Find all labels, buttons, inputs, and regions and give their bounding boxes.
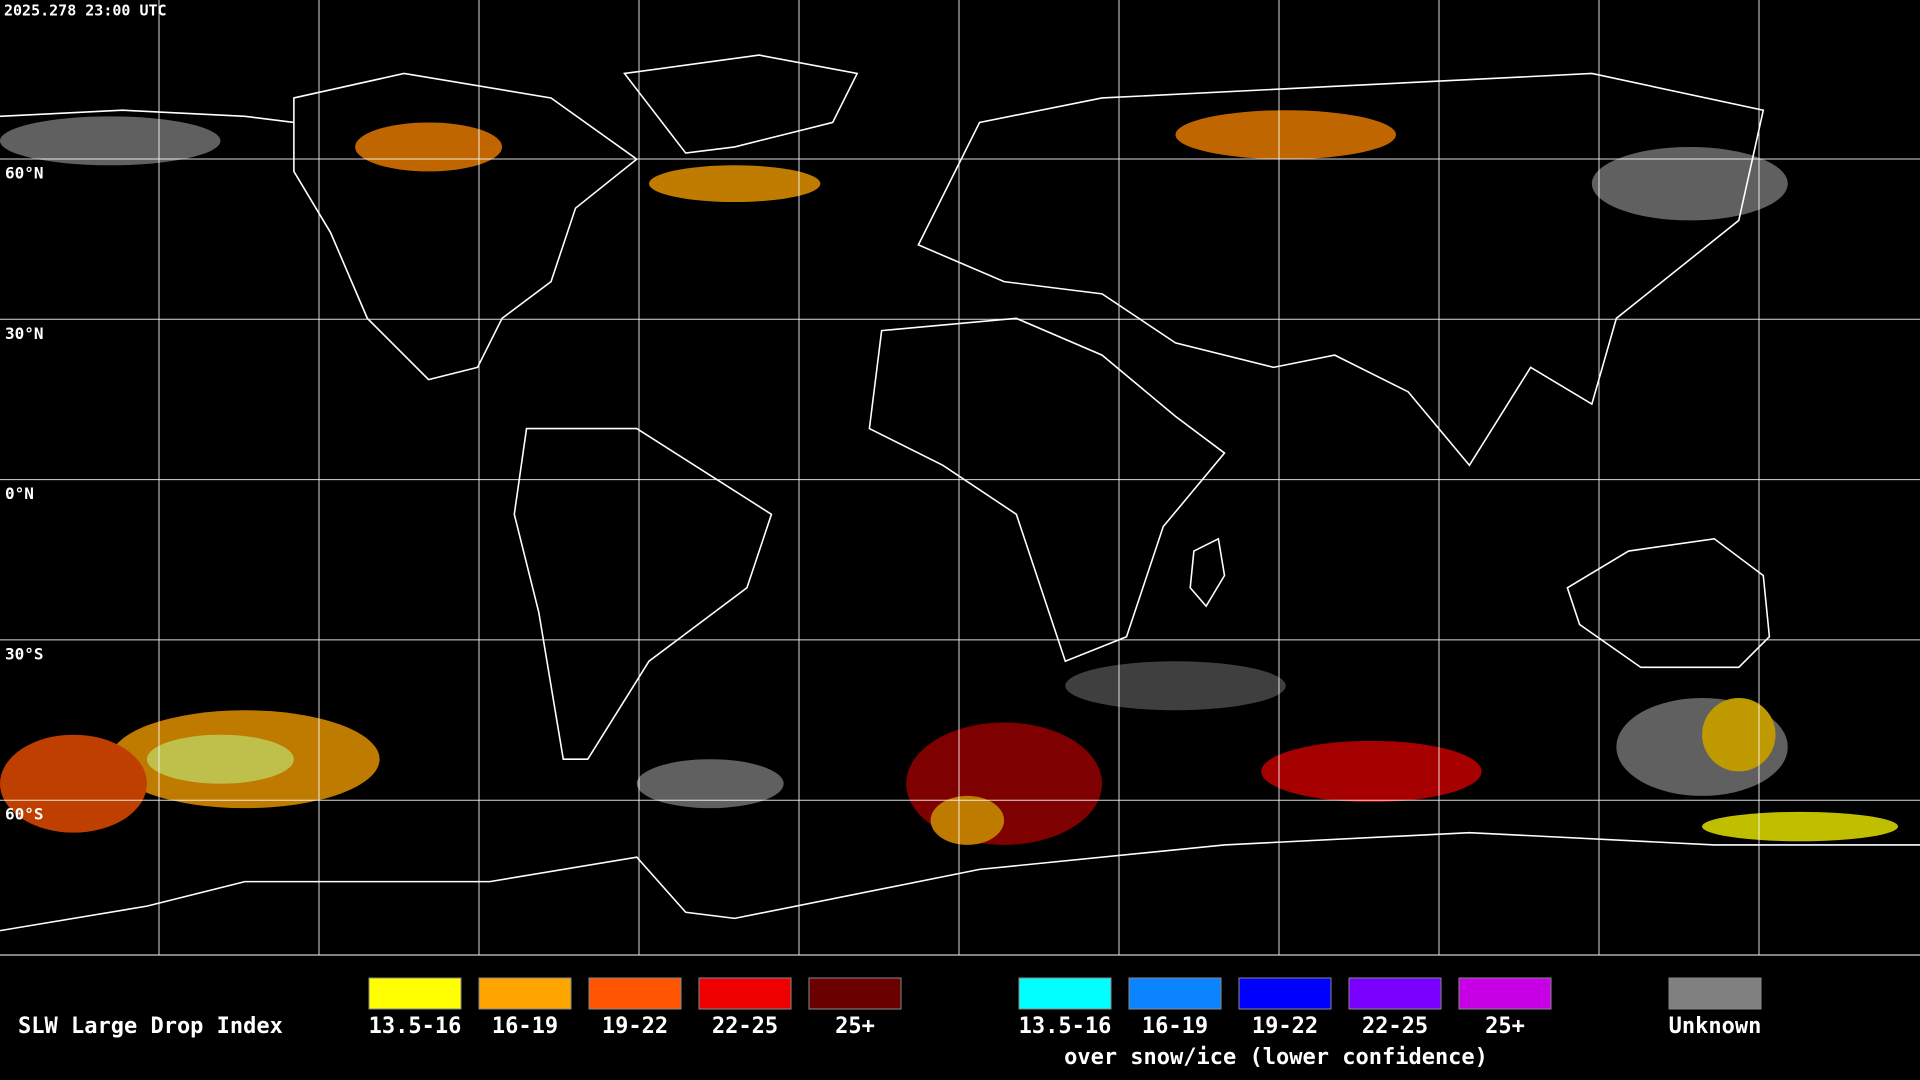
latitude-label: 30°N — [5, 324, 44, 343]
legend-swatch — [368, 977, 462, 1010]
legend-swatch — [698, 977, 792, 1010]
legend-label: 22-25 — [1362, 1014, 1428, 1039]
legend-label: 22-25 — [712, 1014, 778, 1039]
legend-swatch — [1238, 977, 1332, 1010]
latitude-label: 60°S — [5, 805, 44, 824]
legend-swatch — [1348, 977, 1442, 1010]
legend-label: 25+ — [835, 1014, 875, 1039]
timestamp: 2025.278 23:00 UTC — [4, 2, 167, 20]
graticule: 60°N 30°N 0°N 30°S 60°S — [0, 0, 1920, 956]
legend-label: 16-19 — [1142, 1014, 1208, 1039]
legend: SLW Large Drop Index 13.5-16 16-19 19-22 22… — [18, 977, 1762, 1070]
legend-label: 16-19 — [492, 1014, 558, 1039]
coastlines — [0, 54, 1920, 932]
legend-label: Unknown — [1669, 1014, 1762, 1039]
legend-label: 13.5-16 — [369, 1014, 462, 1039]
legend-swatch — [1668, 977, 1762, 1010]
map: 60°N 30°N 0°N 30°S 60°S — [0, 0, 1920, 956]
imagery — [0, 110, 1898, 845]
legend-title: SLW Large Drop Index — [18, 1014, 283, 1039]
legend-label: 13.5-16 — [1019, 1014, 1112, 1039]
legend-swatch — [808, 977, 902, 1010]
latitude-label: 0°N — [5, 484, 34, 503]
latitude-label: 30°S — [5, 644, 44, 663]
legend-swatch — [1128, 977, 1222, 1010]
legend-swatch — [1018, 977, 1112, 1010]
legend-swatch — [588, 977, 682, 1010]
legend-note: over snow/ice (lower confidence) — [1064, 1045, 1488, 1070]
legend-swatch — [1458, 977, 1552, 1010]
legend-label: 19-22 — [1252, 1014, 1318, 1039]
legend-label: 19-22 — [602, 1014, 668, 1039]
legend-swatch — [478, 977, 572, 1010]
latitude-label: 60°N — [5, 164, 44, 183]
legend-label: 25+ — [1485, 1014, 1525, 1039]
